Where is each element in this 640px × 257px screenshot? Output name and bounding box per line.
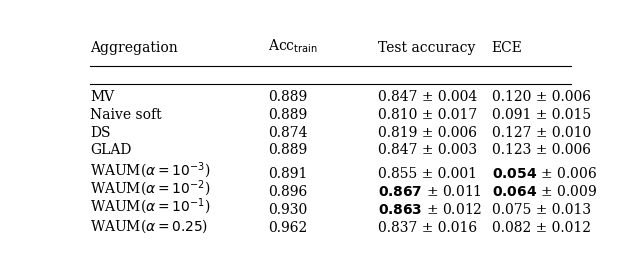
Text: 0.810 ± 0.017: 0.810 ± 0.017 [378,108,477,122]
Text: Aggregation: Aggregation [90,41,178,54]
Text: DS: DS [90,126,111,140]
Text: 0.874: 0.874 [269,126,308,140]
Text: Acc$_\mathrm{train}$: Acc$_\mathrm{train}$ [269,37,318,54]
Text: Test accuracy: Test accuracy [378,41,475,54]
Text: 0.889: 0.889 [269,108,308,122]
Text: 0.855 ± 0.001: 0.855 ± 0.001 [378,167,477,181]
Text: 0.847 ± 0.004: 0.847 ± 0.004 [378,90,477,104]
Text: $\mathbf{0.064}$ ± 0.009: $\mathbf{0.064}$ ± 0.009 [492,184,596,199]
Text: 0.930: 0.930 [269,203,308,217]
Text: 0.891: 0.891 [269,167,308,181]
Text: 0.075 ± 0.013: 0.075 ± 0.013 [492,203,591,217]
Text: 0.123 ± 0.006: 0.123 ± 0.006 [492,143,591,158]
Text: GLAD: GLAD [90,143,131,158]
Text: 0.837 ± 0.016: 0.837 ± 0.016 [378,221,477,235]
Text: 0.889: 0.889 [269,90,308,104]
Text: 0.091 ± 0.015: 0.091 ± 0.015 [492,108,591,122]
Text: 0.082 ± 0.012: 0.082 ± 0.012 [492,221,591,235]
Text: 0.962: 0.962 [269,221,308,235]
Text: 0.819 ± 0.006: 0.819 ± 0.006 [378,126,477,140]
Text: WAUM($\alpha = 10^{-2}$): WAUM($\alpha = 10^{-2}$) [90,179,211,199]
Text: 0.120 ± 0.006: 0.120 ± 0.006 [492,90,591,104]
Text: WAUM($\alpha = 10^{-1}$): WAUM($\alpha = 10^{-1}$) [90,197,211,217]
Text: 0.889: 0.889 [269,143,308,158]
Text: 0.847 ± 0.003: 0.847 ± 0.003 [378,143,477,158]
Text: 0.896: 0.896 [269,185,308,199]
Text: WAUM($\alpha = 0.25$): WAUM($\alpha = 0.25$) [90,217,208,235]
Text: MV: MV [90,90,114,104]
Text: ECE: ECE [492,41,522,54]
Text: $\mathbf{0.863}$ ± 0.012: $\mathbf{0.863}$ ± 0.012 [378,202,482,217]
Text: WAUM($\alpha = 10^{-3}$): WAUM($\alpha = 10^{-3}$) [90,161,211,181]
Text: 0.127 ± 0.010: 0.127 ± 0.010 [492,126,591,140]
Text: $\mathbf{0.054}$ ± 0.006: $\mathbf{0.054}$ ± 0.006 [492,166,596,181]
Text: $\mathbf{0.867}$ ± 0.011: $\mathbf{0.867}$ ± 0.011 [378,184,481,199]
Text: Naive soft: Naive soft [90,108,161,122]
